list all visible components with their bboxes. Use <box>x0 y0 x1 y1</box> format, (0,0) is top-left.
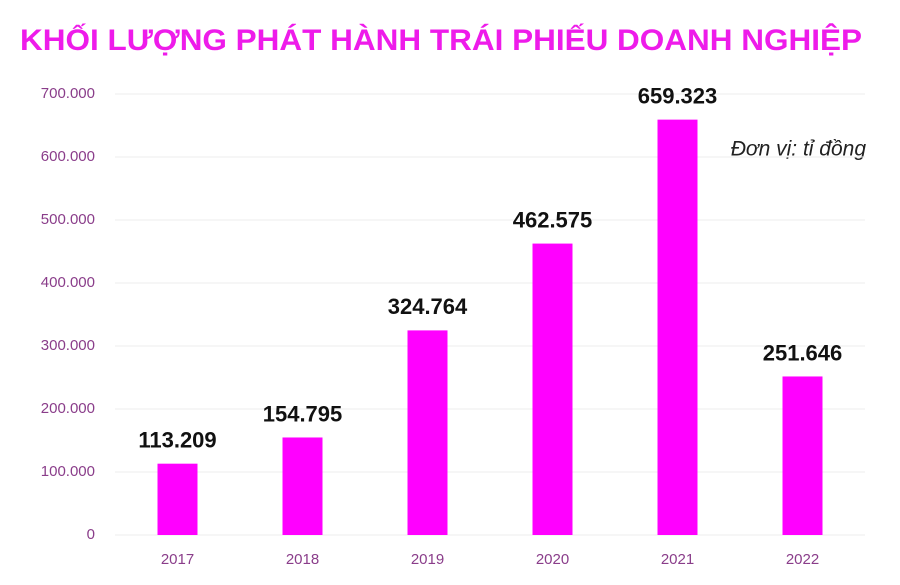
bar <box>282 437 323 535</box>
x-tick-label: 2017 <box>161 551 194 568</box>
bar <box>532 243 573 535</box>
x-tick-label: 2021 <box>661 551 694 568</box>
chart-title: KHỐI LƯỢNG PHÁT HÀNH TRÁI PHIẾU DOANH NG… <box>20 23 862 57</box>
bar <box>407 330 448 535</box>
y-tick-label: 500.000 <box>41 211 95 228</box>
bar <box>157 463 198 535</box>
x-tick-label: 2022 <box>786 551 819 568</box>
value-label: 659.323 <box>638 83 718 108</box>
x-tick-label: 2018 <box>286 551 319 568</box>
unit-note: Đơn vị: tỉ đồng <box>731 138 867 161</box>
y-tick-label: 200.000 <box>41 400 95 417</box>
value-label: 251.646 <box>763 340 843 365</box>
y-tick-label: 100.000 <box>41 463 95 480</box>
value-label: 113.209 <box>138 427 216 452</box>
x-tick-label: 2019 <box>411 551 444 568</box>
y-tick-label: 300.000 <box>41 337 95 354</box>
bar <box>782 376 823 535</box>
bar <box>657 119 698 535</box>
value-label: 154.795 <box>263 401 343 426</box>
y-tick-label: 400.000 <box>41 274 95 291</box>
x-tick-label: 2020 <box>536 551 569 568</box>
y-tick-label: 700.000 <box>41 85 95 102</box>
value-label: 324.764 <box>388 294 468 319</box>
y-tick-label: 600.000 <box>41 148 95 165</box>
y-tick-label: 0 <box>87 526 95 543</box>
value-label: 462.575 <box>513 207 593 232</box>
